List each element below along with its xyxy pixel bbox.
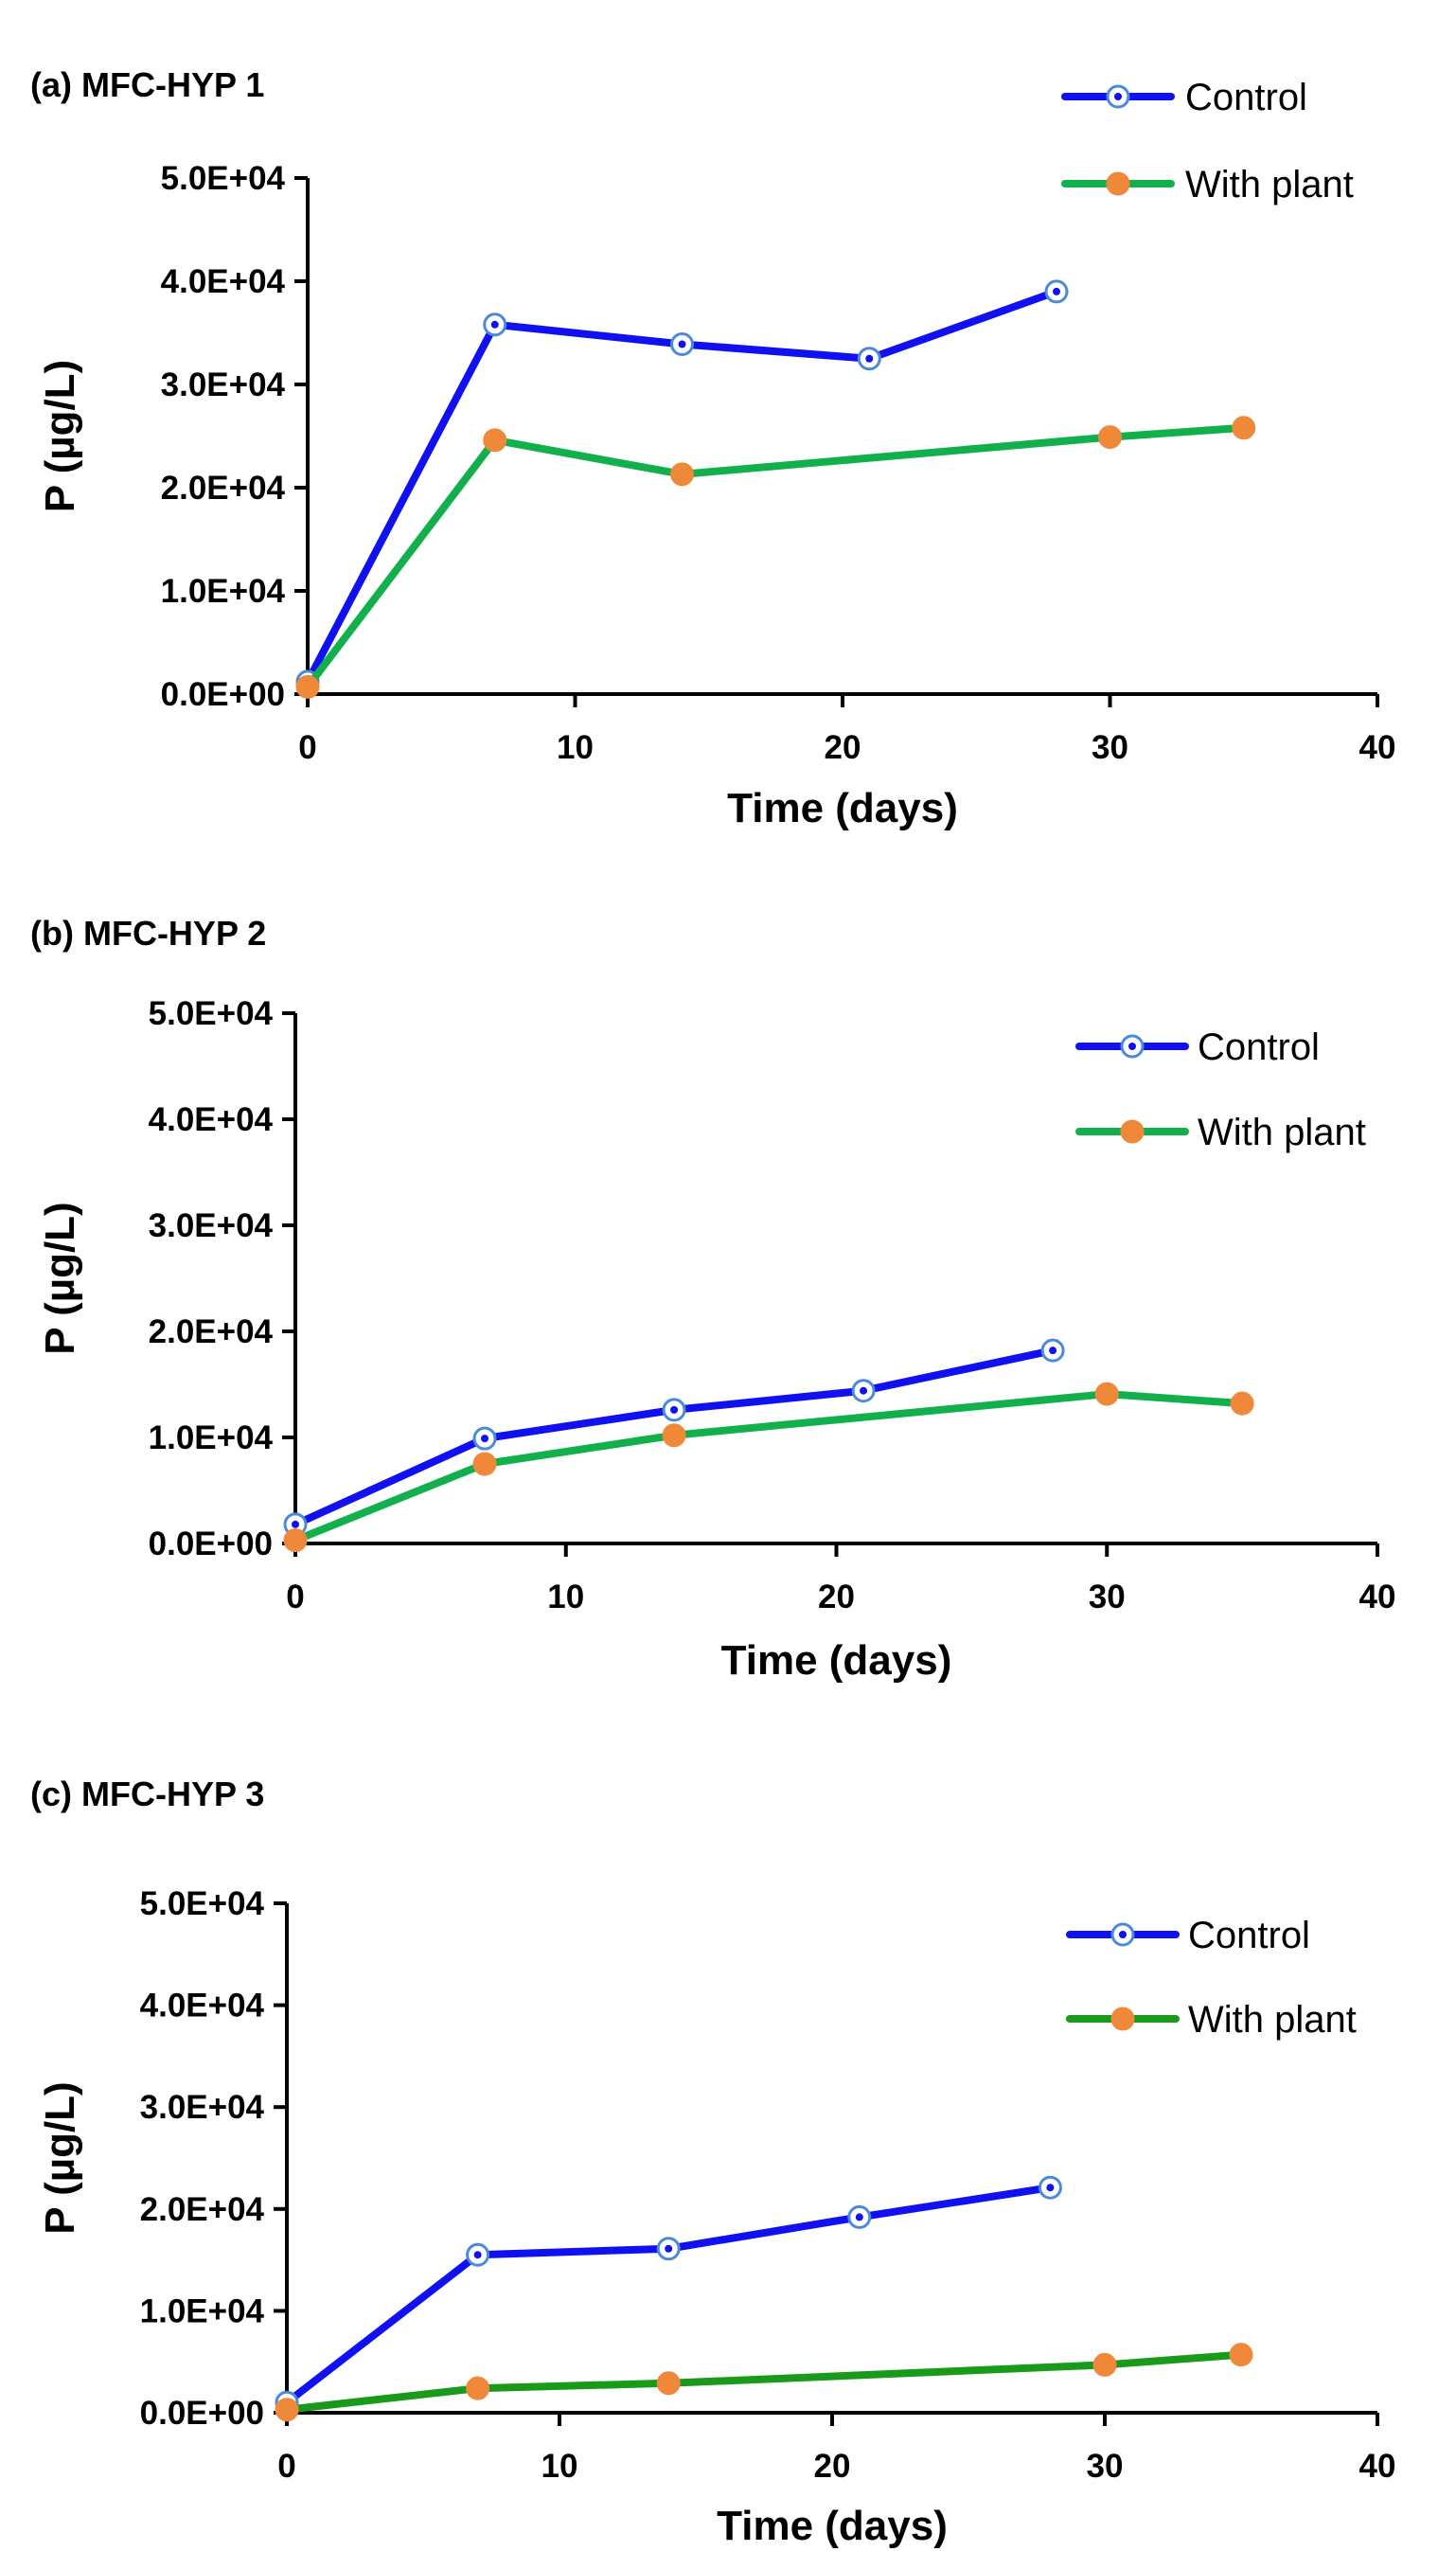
with-plant-point: [483, 428, 507, 453]
y-tick-label: 4.0E+04: [161, 263, 286, 300]
legend-label-with-plant: With plant: [1198, 1112, 1366, 1153]
with-plant-point: [1229, 2343, 1253, 2367]
control-point-dot: [481, 1435, 489, 1443]
y-tick-label: 1.0E+04: [149, 1419, 274, 1456]
legend-marker-with-plant: [1110, 2007, 1135, 2031]
legend-label-control: Control: [1185, 77, 1307, 118]
x-tick-label: 20: [818, 1579, 855, 1615]
legend-marker-control-dot: [1128, 1043, 1136, 1050]
x-tick-label: 30: [1089, 1579, 1126, 1615]
with-plant-series-line: [304, 423, 1248, 691]
x-tick-label: 40: [1359, 2448, 1396, 2485]
control-point-dot: [665, 2244, 673, 2253]
control-point-dot: [473, 2251, 482, 2259]
x-tick-label: 20: [825, 729, 861, 766]
control-point-dot: [855, 2213, 863, 2221]
x-tick-label: 40: [1359, 1579, 1396, 1615]
with-plant-point: [283, 1528, 308, 1553]
y-tick-label: 3.0E+04: [161, 366, 286, 403]
x-tick-label: 10: [557, 729, 594, 766]
y-tick-label: 3.0E+04: [140, 2089, 265, 2126]
with-plant-point: [466, 2376, 490, 2400]
control-point-dot: [1046, 2184, 1055, 2192]
y-tick-label: 5.0E+04: [149, 995, 274, 1032]
control-point-dot: [490, 320, 499, 329]
with-plant-point: [275, 2398, 299, 2422]
panel-a: (a) MFC-HYP 1 0.0E+00 1.0E+04 2.0E+04 3.0E+0…: [30, 65, 1395, 831]
y-tick-label: 0.0E+00: [161, 676, 285, 713]
y-tick-label: 5.0E+04: [140, 1885, 265, 1922]
x-axis-label: Time (days): [727, 785, 958, 831]
panel-title: (b) MFC-HYP 2: [30, 914, 266, 953]
with-plant-point: [1232, 416, 1256, 440]
panel-c: (c) MFC-HYP 3 0.0E+00 1.0E+04 2.0E+04 3.0E+0…: [30, 1775, 1395, 2549]
panel-title: (c) MFC-HYP 3: [30, 1775, 264, 1813]
with-plant-point: [1092, 2352, 1117, 2377]
x-tick-label: 30: [1092, 729, 1128, 766]
control-point-dot: [670, 1405, 679, 1414]
legend-marker-control-dot: [1119, 1931, 1127, 1938]
panel-title: (a) MFC-HYP 1: [30, 65, 264, 104]
y-tick-label: 2.0E+04: [161, 470, 286, 507]
x-axis-label: Time (days): [717, 2503, 948, 2549]
y-axis-label: P (µg/L): [37, 360, 83, 512]
with-plant-series-line: [292, 1390, 1247, 1544]
legend-label-with-plant: With plant: [1185, 164, 1354, 205]
with-plant-point: [1094, 1382, 1119, 1406]
y-tick-label: 3.0E+04: [149, 1207, 274, 1244]
legend-label-control: Control: [1198, 1026, 1320, 1068]
y-tick-label: 4.0E+04: [149, 1101, 274, 1138]
control-point-dot: [1049, 1347, 1057, 1355]
legend-label-with-plant: With plant: [1188, 1999, 1357, 2041]
control-point-dot: [865, 354, 874, 363]
legend-marker-with-plant: [1120, 1119, 1145, 1144]
panel-b: (b) MFC-HYP 2 0.0E+00 1.0E+04 2.0E+04 3.0E+0…: [30, 914, 1395, 1684]
y-tick-label: 0.0E+00: [140, 2395, 264, 2432]
control-point-dot: [678, 340, 686, 348]
y-tick-label: 5.0E+04: [161, 160, 286, 197]
legend-marker-with-plant: [1106, 171, 1130, 196]
with-plant-point: [656, 2371, 681, 2396]
y-tick-label: 1.0E+04: [140, 2292, 265, 2329]
y-tick-label: 2.0E+04: [149, 1313, 274, 1350]
y-tick-label: 4.0E+04: [140, 1988, 265, 2025]
with-plant-point: [1098, 425, 1122, 450]
with-plant-point: [670, 462, 694, 487]
y-axis-label: P (µg/L): [37, 2081, 83, 2234]
y-axis-label: P (µg/L): [37, 1202, 83, 1354]
y-tick-label: 2.0E+04: [140, 2191, 265, 2228]
legend-marker-control-dot: [1114, 93, 1122, 100]
legend-label-control: Control: [1188, 1915, 1310, 1956]
control-point-dot: [860, 1386, 868, 1395]
x-tick-label: 10: [547, 1579, 584, 1615]
x-tick-label: 20: [814, 2448, 851, 2485]
with-plant-point: [295, 674, 320, 699]
x-tick-label: 30: [1087, 2448, 1124, 2485]
control-point-dot: [1053, 287, 1060, 295]
with-plant-point: [472, 1452, 497, 1476]
x-axis-label: Time (days): [721, 1637, 952, 1684]
control-point-dot: [292, 1520, 299, 1528]
x-tick-label: 0: [286, 1579, 304, 1615]
with-plant-point: [1230, 1391, 1254, 1416]
x-tick-label: 10: [542, 2448, 578, 2485]
y-tick-label: 0.0E+00: [149, 1525, 273, 1562]
with-plant-point: [662, 1423, 686, 1448]
y-tick-label: 1.0E+04: [161, 573, 286, 610]
x-tick-label: 0: [298, 729, 316, 766]
x-tick-label: 40: [1359, 729, 1396, 766]
x-tick-label: 0: [277, 2448, 295, 2485]
